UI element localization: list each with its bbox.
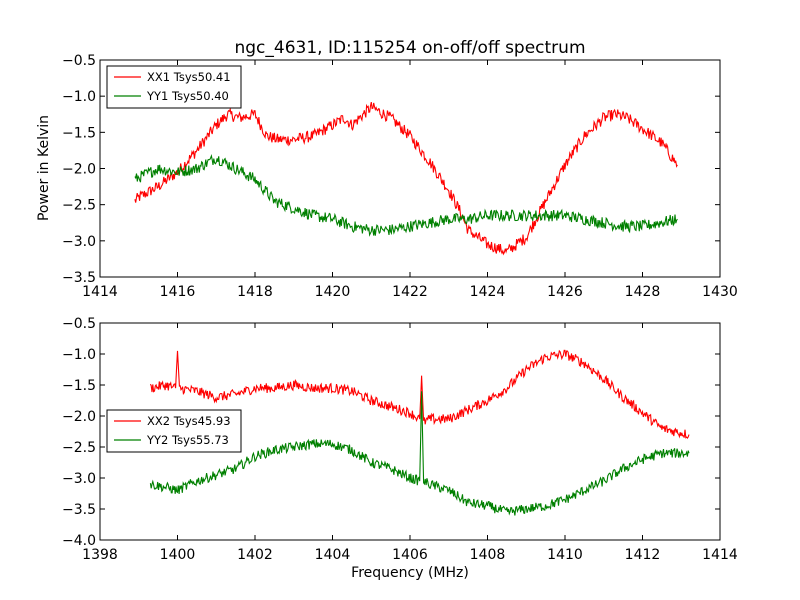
y-axis-label: Power in Kelvin — [36, 115, 52, 221]
x-tick-label: 1430 — [702, 284, 738, 300]
y-tick-label: −3.5 — [62, 502, 96, 518]
x-tick-label: 1406 — [392, 547, 428, 563]
chart-title: ngc_4631, ID:115254 on-off/off spectrum — [234, 38, 585, 58]
y-tick-label: −1.0 — [62, 89, 96, 105]
y-tick-label: −2.5 — [62, 198, 96, 214]
bottom-plot: 1398 1400 1402 1404 1406 1408 1410 1412 1414 −4.0… — [62, 316, 738, 563]
legend-label: XX2 Tsys45.93 — [147, 414, 231, 428]
x-tick-label: 1412 — [625, 547, 661, 563]
series-line-yy1 — [134, 153, 678, 237]
x-tick-label: 1408 — [470, 547, 506, 563]
series-line-xx2 — [149, 349, 690, 440]
y-tick-label: −2.0 — [62, 409, 96, 425]
legend-label: XX1 Tsys50.41 — [147, 70, 231, 84]
x-tick-label: 1418 — [237, 284, 273, 300]
y-tick-label: −0.5 — [62, 53, 96, 69]
x-tick-label: 1428 — [625, 284, 661, 300]
x-tick-label: 1424 — [470, 284, 506, 300]
y-tick-label: −4.0 — [62, 533, 96, 549]
series-line-yy2 — [149, 391, 690, 516]
x-tick-label: 1426 — [547, 284, 583, 300]
y-tick-label: −3.0 — [62, 471, 96, 487]
x-tick-label: 1420 — [315, 284, 351, 300]
legend: XX1 Tsys50.41 YY1 Tsys50.40 — [106, 65, 242, 109]
top-plot: 1414 1416 1418 1420 1422 1424 1426 1428 1430 −3.5… — [62, 53, 738, 300]
y-tick-label: −1.5 — [62, 378, 96, 394]
x-tick-label: 1400 — [160, 547, 196, 563]
x-tick-label: 1414 — [82, 284, 118, 300]
x-tick-label: 1422 — [392, 284, 428, 300]
y-tick-label: −0.5 — [62, 316, 96, 332]
series-line-xx1 — [134, 101, 678, 256]
y-tick-label: −3.0 — [62, 234, 96, 250]
y-tick-label: −2.0 — [62, 162, 96, 178]
legend: XX2 Tsys45.93 YY2 Tsys55.73 — [106, 409, 242, 453]
x-tick-label: 1416 — [160, 284, 196, 300]
y-tick-label: −2.5 — [62, 440, 96, 456]
x-tick-label: 1410 — [547, 547, 583, 563]
x-axis-label: Frequency (MHz) — [351, 565, 469, 581]
y-tick-label: −3.5 — [62, 270, 96, 286]
x-tick-label: 1398 — [82, 547, 118, 563]
y-tick-label: −1.5 — [62, 125, 96, 141]
legend-label: YY2 Tsys55.73 — [146, 433, 229, 447]
x-tick-label: 1404 — [315, 547, 351, 563]
x-tick-label: 1402 — [237, 547, 273, 563]
y-tick-label: −1.0 — [62, 347, 96, 363]
legend-label: YY1 Tsys50.40 — [146, 89, 229, 103]
x-tick-label: 1414 — [702, 547, 738, 563]
